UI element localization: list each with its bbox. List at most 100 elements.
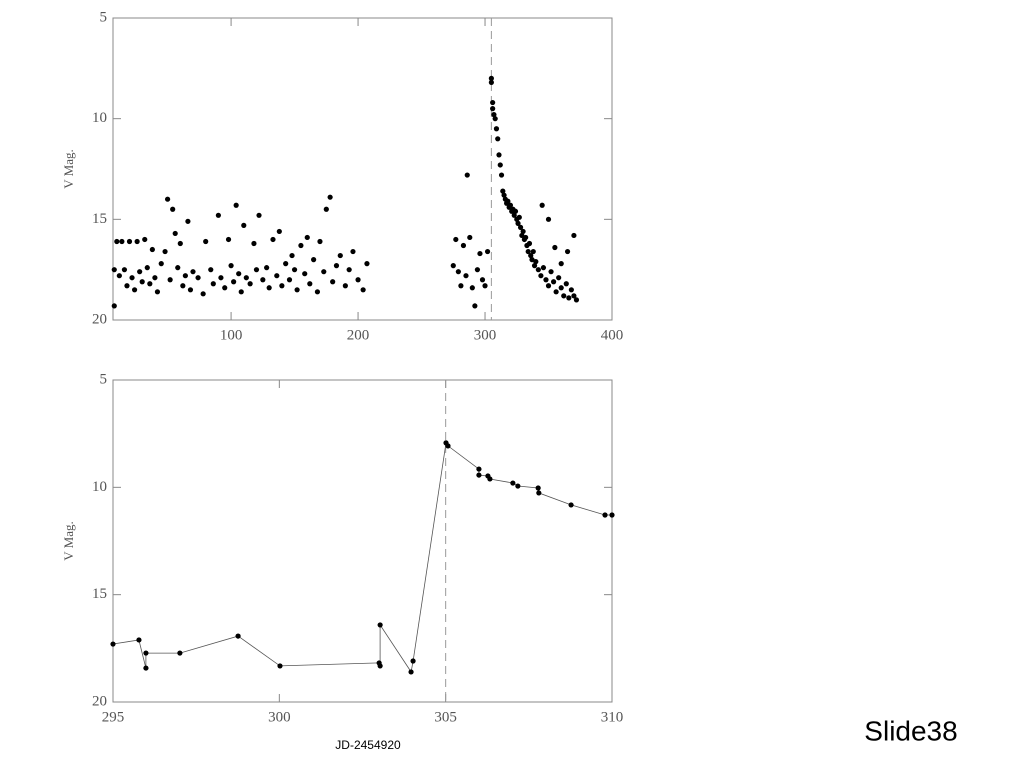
data-point	[526, 240, 533, 247]
data-point	[498, 172, 505, 178]
y-axis-label: V Mag.	[61, 149, 76, 188]
data-point	[488, 75, 494, 81]
data-point	[484, 248, 491, 255]
x-axis-label: JD-2454920	[335, 738, 401, 752]
x-tick-label: 310	[601, 709, 624, 725]
data-point	[283, 261, 289, 267]
data-point	[545, 216, 552, 222]
data-point	[511, 212, 517, 218]
data-point	[355, 277, 361, 283]
data-point	[472, 303, 478, 309]
data-point	[469, 285, 475, 291]
data-point	[276, 228, 282, 235]
data-point	[225, 236, 232, 243]
data-point	[573, 297, 580, 303]
data-point	[460, 242, 467, 249]
data-point	[479, 277, 486, 283]
data-point	[571, 293, 577, 299]
data-point	[289, 252, 295, 259]
data-point	[463, 273, 469, 279]
data-point	[558, 261, 564, 267]
data-point	[231, 279, 237, 285]
data-point	[455, 269, 461, 275]
y-axis-label: V Mag.	[61, 521, 76, 560]
data-point	[525, 248, 531, 255]
data-point	[377, 663, 383, 669]
data-point	[236, 271, 242, 277]
data-point	[360, 287, 366, 293]
data-point	[491, 112, 497, 118]
data-point	[177, 650, 183, 656]
data-point	[190, 269, 196, 275]
data-point	[136, 637, 142, 643]
data-line	[112, 441, 612, 673]
data-point	[323, 206, 329, 212]
data-point	[270, 236, 276, 243]
x-tick-label: 200	[347, 327, 370, 343]
data-point	[495, 136, 501, 142]
data-point	[488, 79, 494, 86]
data-point	[507, 202, 514, 208]
data-point	[279, 283, 285, 289]
data-point	[377, 622, 383, 628]
data-point	[218, 275, 224, 281]
data-point	[496, 152, 502, 158]
data-point	[342, 283, 348, 289]
data-point	[298, 242, 304, 249]
x-tick-label: 400	[601, 327, 624, 343]
data-point	[519, 232, 525, 239]
data-point	[167, 277, 173, 283]
data-point	[307, 281, 313, 287]
data-point	[533, 259, 539, 265]
data-point	[497, 162, 503, 168]
data-point	[609, 512, 615, 518]
data-point	[476, 466, 482, 472]
data-point	[142, 236, 148, 243]
data-point	[540, 265, 547, 271]
data-point	[260, 277, 266, 283]
data-point	[228, 263, 234, 269]
y-tick-label: 10	[92, 479, 107, 495]
data-point	[264, 265, 270, 271]
data-point	[180, 283, 186, 289]
data-point	[286, 277, 293, 283]
plot-frame	[112, 17, 613, 321]
data-point	[187, 287, 194, 293]
data-point	[266, 285, 272, 291]
data-point	[477, 250, 483, 257]
y-tick-label: 20	[92, 693, 107, 709]
data-point	[222, 285, 228, 291]
data-point	[529, 257, 535, 263]
data-point	[501, 192, 507, 198]
data-point	[291, 267, 298, 273]
data-point	[126, 238, 133, 245]
data-point	[453, 236, 459, 243]
x-tick-label: 295	[102, 709, 125, 725]
data-point	[350, 248, 356, 255]
data-point	[602, 512, 608, 518]
data-point	[487, 476, 493, 482]
data-point	[550, 279, 557, 285]
y-tick-label: 5	[100, 9, 108, 25]
data-point	[247, 281, 253, 287]
data-point	[162, 248, 168, 255]
data-point	[337, 252, 343, 259]
data-point	[143, 650, 149, 656]
data-point	[564, 248, 571, 255]
data-point	[294, 287, 300, 293]
data-point	[535, 485, 541, 491]
x-tick-label: 305	[434, 709, 457, 725]
data-point	[119, 238, 125, 245]
data-point	[170, 206, 176, 212]
data-point	[321, 269, 327, 275]
data-point	[143, 665, 149, 671]
data-point	[134, 238, 140, 245]
data-point	[408, 669, 414, 675]
x-tick-label: 300	[474, 327, 497, 343]
data-point	[182, 273, 188, 279]
data-point	[505, 198, 511, 204]
data-point	[515, 483, 521, 489]
data-point	[154, 289, 161, 295]
data-point	[256, 212, 262, 218]
